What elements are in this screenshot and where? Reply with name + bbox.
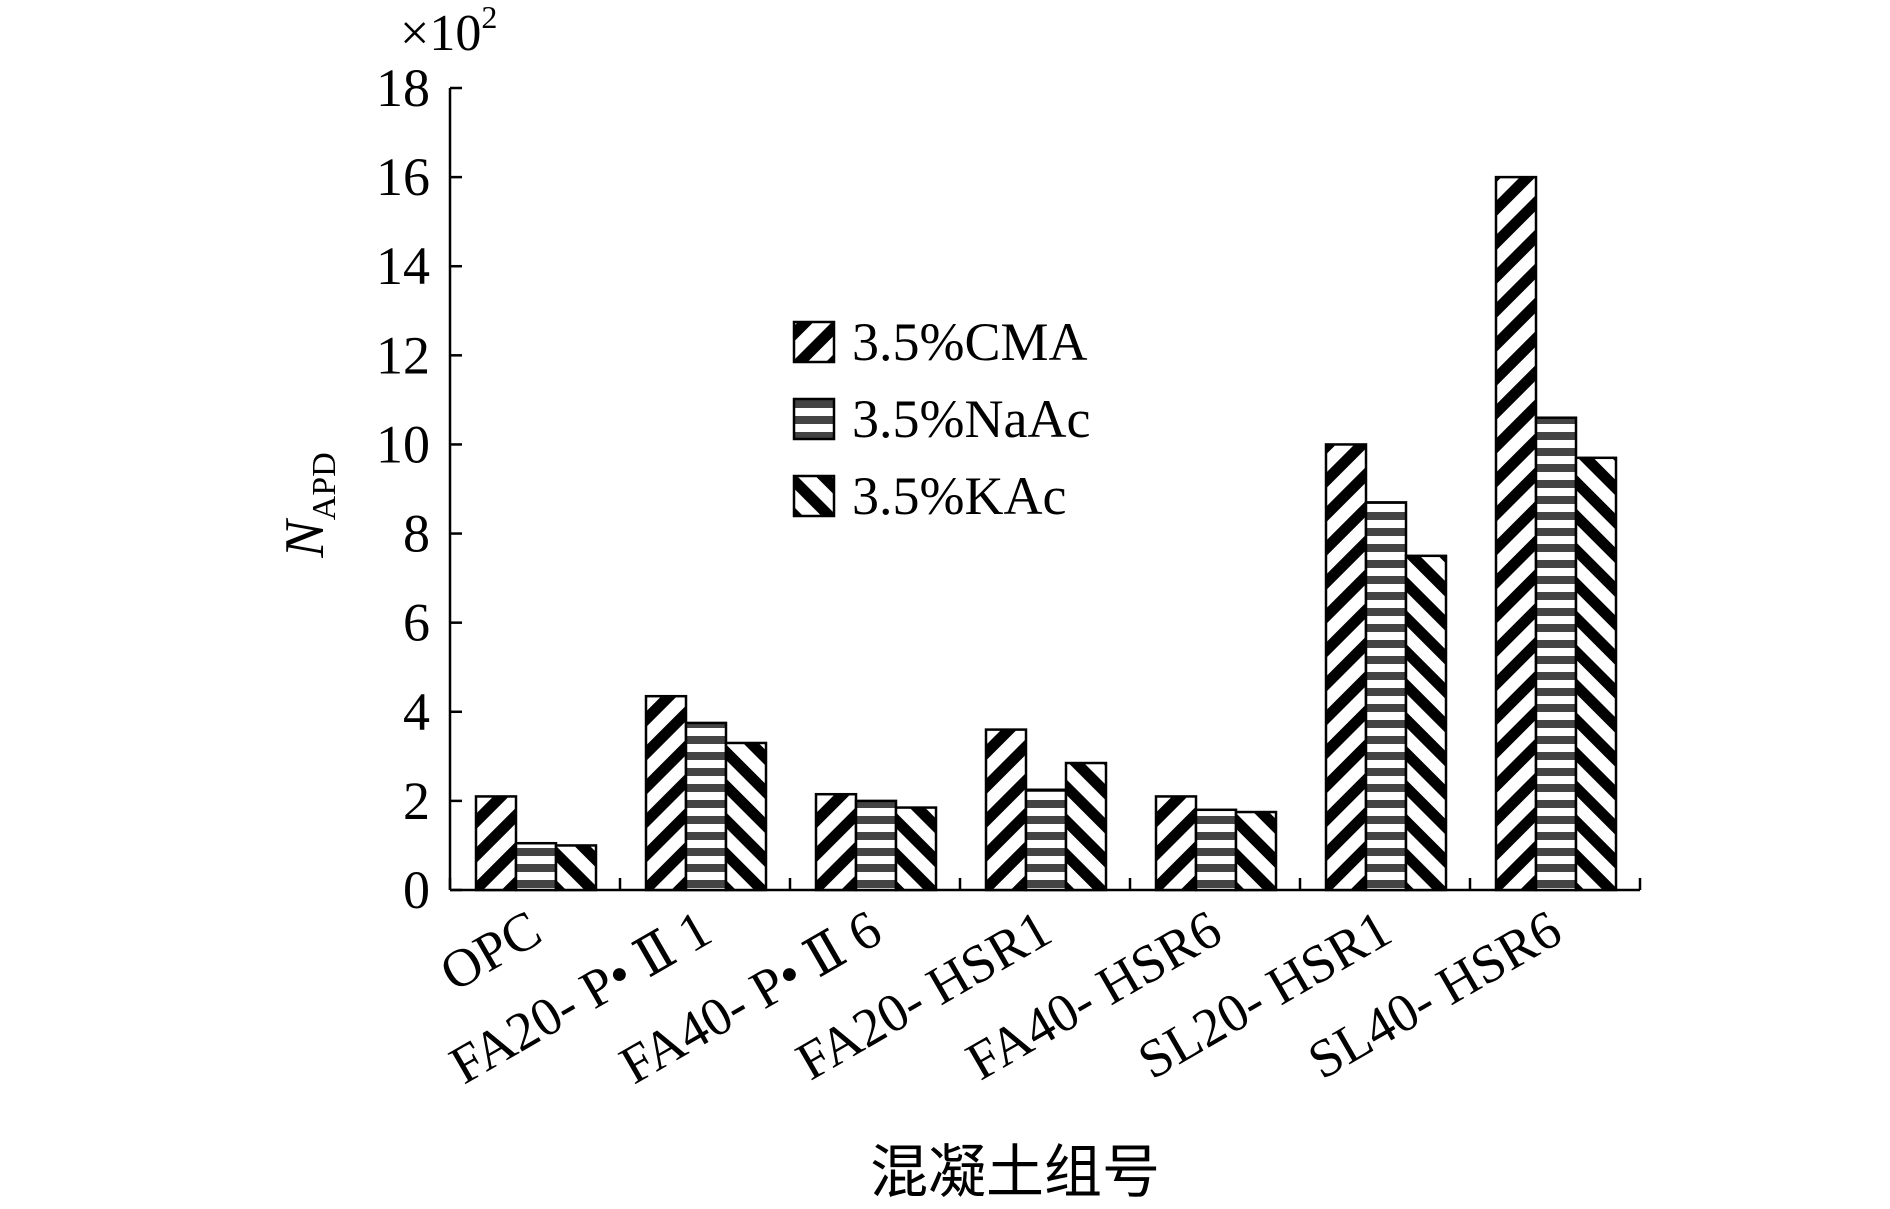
x-axis-label: 混凝土组号 <box>870 1140 1160 1205</box>
y-axis-label-main: N <box>274 518 336 559</box>
bar-3.5%NaAc-SL20- HSR1 <box>1364 501 1408 892</box>
bar-3.5%KAc-SL40- HSR6 <box>1574 456 1618 892</box>
bar-3.5%KAc-SL20- HSR1 <box>1404 554 1448 892</box>
y-tick-label: 2 <box>403 771 430 831</box>
y-ticks: 0 2 4 6 8 10 12 14 16 18 <box>376 58 462 920</box>
legend-label: 3.5%CMA <box>852 312 1088 372</box>
bar-3.5%KAc-OPC <box>554 844 598 892</box>
legend-swatch <box>792 320 836 364</box>
bar-3.5%CMA-FA40- P• Ⅱ 6 <box>814 792 858 892</box>
y-axis: 0 2 4 6 8 10 12 14 16 18 <box>376 58 462 920</box>
y-tick-label: 8 <box>403 504 430 564</box>
bar-3.5%KAc-FA40- P• Ⅱ 6 <box>894 806 938 892</box>
legend: 3.5%CMA 3.5%NaAc 3.5%KAc <box>792 312 1090 526</box>
y-tick-label: 6 <box>403 593 430 653</box>
bar-3.5%KAc-FA20- HSR1 <box>1064 761 1108 892</box>
y-multiplier-exp: 2 <box>481 0 497 35</box>
x-ticks <box>448 878 1642 890</box>
bar-3.5%NaAc-FA40- P• Ⅱ 6 <box>854 799 898 892</box>
bar-3.5%CMA-SL40- HSR6 <box>1494 175 1538 892</box>
y-tick-label: 18 <box>376 58 430 118</box>
y-tick-label: 14 <box>376 236 430 296</box>
y-tick-label: 0 <box>403 860 430 920</box>
bar-3.5%NaAc-SL40- HSR6 <box>1534 416 1578 892</box>
bar-3.5%NaAc-FA20- P• Ⅱ 1 <box>684 721 728 892</box>
bar-3.5%CMA-OPC <box>474 795 518 892</box>
bar-3.5%NaAc-FA20- HSR1 <box>1024 788 1068 892</box>
bars <box>474 175 1618 892</box>
legend-label: 3.5%KAc <box>852 466 1066 526</box>
bar-3.5%KAc-FA20- P• Ⅱ 1 <box>724 741 768 892</box>
y-tick-label: 10 <box>376 414 430 474</box>
bar-3.5%CMA-FA20- HSR1 <box>984 728 1028 892</box>
bar-3.5%NaAc-OPC <box>514 841 558 892</box>
bar-3.5%CMA-SL20- HSR1 <box>1324 443 1368 892</box>
y-axis-label: NAPD <box>274 452 343 558</box>
legend-swatch <box>792 397 836 441</box>
bar-3.5%KAc-FA40- HSR6 <box>1234 810 1278 892</box>
y-tick-label: 16 <box>376 147 430 207</box>
y-tick-label: 12 <box>376 325 430 385</box>
y-multiplier: ×102 <box>400 0 497 62</box>
bar-3.5%NaAc-FA40- HSR6 <box>1194 808 1238 892</box>
bar-3.5%CMA-FA40- HSR6 <box>1154 795 1198 892</box>
y-multiplier-base: ×10 <box>400 5 481 62</box>
legend-label: 3.5%NaAc <box>852 389 1090 449</box>
y-axis-label-sub: APD <box>306 452 343 520</box>
legend-swatch <box>792 474 836 518</box>
x-tick-label: OPC <box>430 898 551 1002</box>
y-tick-label: 4 <box>403 682 430 742</box>
bar-3.5%CMA-FA20- P• Ⅱ 1 <box>644 694 688 892</box>
